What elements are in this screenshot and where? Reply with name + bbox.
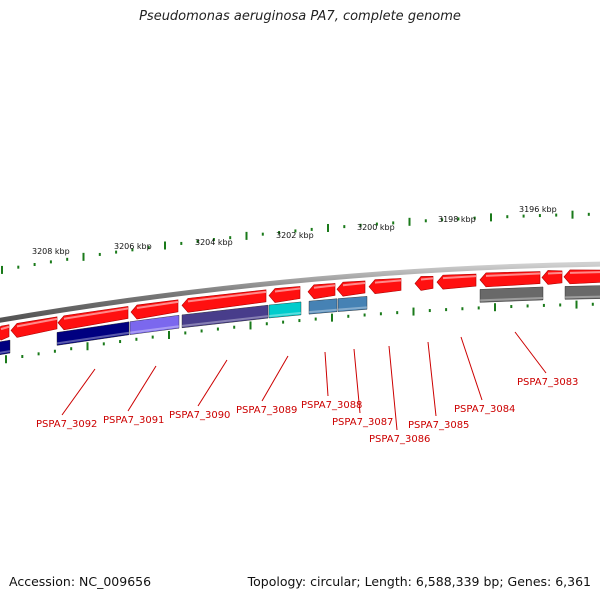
feature-highlight: [564, 295, 600, 299]
feature-block: [308, 298, 338, 315]
gene-label-3083[interactable]: PSPA7_3083: [517, 377, 578, 388]
feature-highlight: [181, 315, 269, 327]
outer-tick-track: [1, 210, 590, 274]
genome-backbone: [0, 261, 600, 323]
gene-highlight: [187, 290, 267, 303]
gene-highlight: [547, 271, 563, 275]
feature-block: [268, 301, 302, 319]
kbp-label: 3198 kbp: [438, 215, 476, 224]
gene-arrow: [181, 289, 267, 313]
feature-block: [129, 314, 180, 335]
feature-highlight: [0, 350, 11, 354]
kbp-label: 3200 kbp: [357, 223, 395, 232]
kbp-label: 3202 kbp: [276, 231, 314, 240]
gene-highlight: [136, 300, 179, 310]
callout-line: [61, 368, 96, 416]
gene-label-3084[interactable]: PSPA7_3084: [454, 404, 515, 415]
feature-block: [337, 296, 368, 312]
genome-title: Pseudomonas aeruginosa PA7, complete gen…: [139, 9, 461, 24]
gene-label-3085[interactable]: PSPA7_3085: [408, 420, 469, 431]
gene-highlight: [420, 277, 434, 281]
gene-highlight: [342, 281, 366, 287]
callout-line: [388, 345, 398, 431]
gene-label-3088[interactable]: PSPA7_3088: [301, 400, 362, 411]
gene-highlight: [63, 307, 129, 320]
gene-label-3091[interactable]: PSPA7_3091: [103, 415, 164, 426]
topology-text: Topology: circular; Length: 6,588,339 bp…: [247, 574, 591, 589]
callout-line: [353, 348, 361, 414]
forward-gene-track: [0, 269, 600, 341]
gene-label-3089[interactable]: PSPA7_3089: [236, 405, 297, 416]
callout-line: [197, 359, 228, 407]
kbp-label: 3208 kbp: [32, 247, 70, 256]
callout-line: [261, 355, 289, 402]
gene-label-3086[interactable]: PSPA7_3086: [369, 434, 430, 445]
feature-block: [0, 339, 11, 355]
feature-highlight: [56, 331, 130, 345]
feature-highlight: [479, 296, 544, 302]
gene-highlight: [16, 317, 58, 328]
feature-block: [181, 304, 269, 329]
gene-callouts: [61, 331, 547, 431]
gene-highlight: [569, 271, 600, 274]
kbp-label: 3196 kbp: [519, 205, 557, 214]
gene-highlight: [274, 287, 301, 293]
gene-highlight: [313, 284, 336, 289]
feature-track: [0, 285, 600, 355]
accession-text: Accession: NC_009656: [9, 574, 152, 589]
kbp-label: 3206 kbp: [114, 242, 152, 251]
inner-tick-track: [5, 300, 594, 364]
gene-arrow: [414, 276, 434, 291]
gene-label-3087[interactable]: PSPA7_3087: [332, 417, 393, 428]
feature-highlight: [268, 311, 302, 318]
feature-highlight: [337, 306, 368, 311]
callout-line: [127, 365, 157, 412]
feature-block: [564, 285, 600, 300]
feature-highlight: [129, 325, 180, 334]
gene-label-3090[interactable]: PSPA7_3090: [169, 410, 230, 421]
feature-block: [56, 321, 130, 346]
callout-line: [427, 341, 437, 417]
callout-line: [324, 351, 329, 397]
gene-label-3092[interactable]: PSPA7_3092: [36, 419, 97, 430]
feature-highlight: [308, 308, 338, 314]
feature-block: [479, 286, 544, 303]
gene-highlight: [374, 279, 402, 284]
gene-highlight: [485, 272, 541, 277]
gene-highlight: [0, 325, 10, 331]
callout-line: [460, 336, 483, 401]
gene-arrow: [130, 299, 179, 320]
gene-highlight: [442, 275, 477, 280]
callout-line: [514, 331, 547, 374]
kbp-label: 3204 kbp: [195, 238, 233, 247]
